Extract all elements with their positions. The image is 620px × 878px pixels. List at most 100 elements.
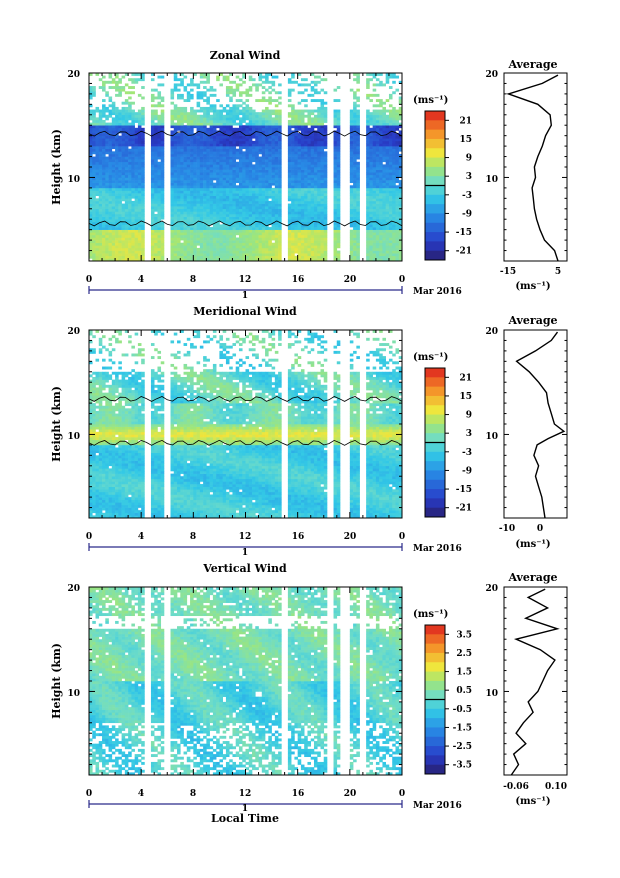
- heatmap-cell: [356, 133, 360, 136]
- heatmap-cell: [222, 232, 227, 236]
- heatmap-cell: [372, 203, 377, 207]
- heatmap-cell: [349, 247, 354, 251]
- heatmap-cell: [102, 159, 106, 163]
- heatmap-cell: [392, 227, 396, 230]
- heatmap-cell: [323, 174, 328, 178]
- heatmap-cell: [248, 237, 253, 241]
- heatmap-cell: [232, 193, 237, 197]
- heatmap-cell: [105, 169, 109, 173]
- heatmap-cell: [225, 216, 230, 220]
- heatmap-cell: [111, 133, 116, 136]
- heatmap-cell: [173, 135, 178, 139]
- heatmap-cell: [261, 227, 266, 230]
- heatmap-cell: [222, 211, 227, 215]
- heatmap-cell: [170, 156, 175, 160]
- heatmap-cell: [121, 224, 126, 228]
- heatmap-cell: [310, 172, 315, 176]
- heatmap-cell: [392, 242, 396, 246]
- heatmap-cell: [336, 167, 341, 170]
- heatmap-cell: [372, 161, 377, 165]
- heatmap-cell: [336, 203, 341, 207]
- heatmap-cell: [225, 227, 230, 230]
- heatmap-cell: [150, 73, 155, 76]
- heatmap-cell: [320, 185, 325, 189]
- heatmap-cell: [300, 232, 305, 236]
- heatmap-cell: [190, 214, 194, 217]
- heatmap-cell: [385, 161, 390, 165]
- heatmap-cell: [278, 167, 282, 170]
- heatmap-cell: [313, 250, 318, 254]
- heatmap-cell: [137, 203, 142, 207]
- heatmap-cell: [252, 174, 256, 178]
- heatmap-cell: [349, 237, 354, 241]
- heatmap-cell: [196, 122, 201, 126]
- heatmap-cell: [108, 127, 113, 131]
- heatmap-cell: [134, 78, 139, 82]
- heatmap-cell: [206, 164, 210, 168]
- heatmap-cell: [209, 127, 214, 131]
- heatmap-cell: [219, 180, 223, 183]
- heatmap-cell: [131, 182, 135, 186]
- heatmap-cell: [180, 180, 184, 183]
- heatmap-cell: [268, 91, 272, 95]
- heatmap-cell: [333, 224, 338, 228]
- heatmap-cell: [199, 117, 204, 121]
- heatmap-cell: [255, 169, 259, 173]
- heatmap-cell: [388, 250, 393, 254]
- heatmap-cell: [291, 117, 295, 121]
- heatmap-cell: [157, 200, 162, 204]
- heatmap-cell: [333, 211, 338, 215]
- heatmap-cell: [206, 234, 210, 238]
- heatmap-cell: [248, 227, 253, 230]
- heatmap-cell: [170, 96, 175, 100]
- heatmap-cell: [108, 161, 113, 165]
- heatmap-cell: [173, 227, 178, 230]
- heatmap-cell: [92, 167, 96, 170]
- heatmap-cell: [300, 214, 305, 217]
- heatmap-cell: [265, 133, 269, 136]
- heatmap-cell: [238, 216, 243, 220]
- heatmap-cell: [291, 88, 295, 92]
- heatmap-cell: [313, 221, 318, 225]
- heatmap-cell: [356, 135, 360, 139]
- heatmap-cell: [274, 240, 279, 244]
- heatmap-cell: [278, 247, 282, 251]
- heatmap-cell: [203, 93, 207, 97]
- heatmap-cell: [385, 242, 390, 246]
- heatmap-cell: [131, 156, 135, 160]
- heatmap-cell: [134, 234, 139, 238]
- heatmap-cell: [366, 219, 370, 223]
- heatmap-cell: [219, 114, 223, 118]
- heatmap-cell: [137, 135, 142, 139]
- heatmap-cell: [212, 167, 217, 170]
- heatmap-cell: [154, 224, 158, 228]
- heatmap-cell: [105, 247, 109, 251]
- heatmap-cell: [124, 159, 129, 163]
- heatmap-cell: [379, 200, 383, 204]
- heatmap-cell: [336, 172, 341, 176]
- heatmap-cell: [150, 93, 155, 97]
- heatmap-cell: [154, 214, 158, 217]
- heatmap-cell: [336, 99, 341, 103]
- heatmap-cell: [134, 114, 139, 118]
- heatmap-cell: [291, 104, 295, 108]
- heatmap-cell: [141, 234, 145, 238]
- heatmap-cell: [356, 153, 360, 157]
- heatmap-cell: [154, 258, 158, 262]
- heatmap-cell: [141, 208, 145, 212]
- heatmap-cell: [180, 169, 184, 173]
- heatmap-cell: [300, 169, 305, 173]
- heatmap-cell: [268, 99, 272, 103]
- heatmap-cell: [92, 242, 96, 246]
- heatmap-cell: [369, 127, 373, 131]
- heatmap-cell: [108, 151, 113, 155]
- heatmap-cell: [128, 161, 132, 165]
- heatmap-cell: [177, 206, 181, 210]
- heatmap-cell: [356, 169, 360, 173]
- heatmap-cell: [180, 133, 184, 136]
- heatmap-cell: [252, 245, 256, 249]
- heatmap-cell: [252, 164, 256, 168]
- heatmap-cell: [382, 242, 386, 246]
- heatmap-cell: [291, 172, 295, 176]
- heatmap-cell: [141, 75, 145, 79]
